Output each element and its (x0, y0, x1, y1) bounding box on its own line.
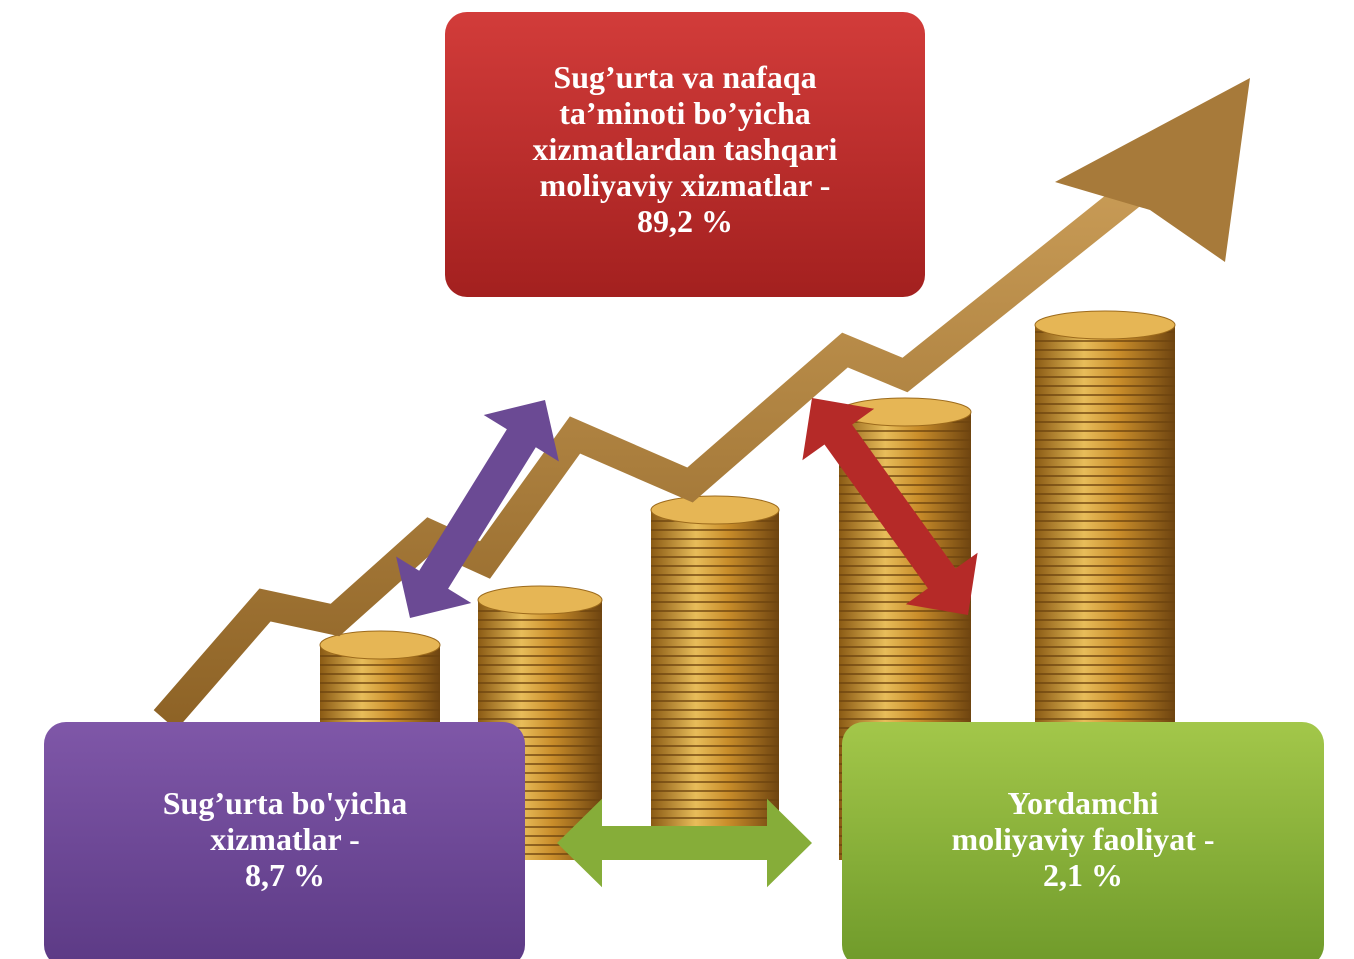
node-label: moliyaviy xizmatlar - (540, 167, 831, 203)
node-label: Yordamchi (1007, 785, 1158, 821)
coin-edges (651, 510, 779, 860)
coin-top (478, 586, 602, 614)
node-label: 2,1 % (1043, 857, 1123, 893)
coin-top (1035, 311, 1175, 339)
node-label: xizmatlardan tashqari (533, 131, 838, 167)
node-label: Sug’urta va nafaqa (553, 59, 816, 95)
coin-top (651, 496, 779, 524)
node-label: xizmatlar - (210, 821, 360, 857)
node-label: Sug’urta bo'yicha (163, 785, 407, 821)
node-label: ta’minoti bo’yicha (559, 95, 811, 131)
diagram: Sug’urta va nafaqata’minoti bo’yichaxizm… (0, 0, 1354, 959)
node-label: 8,7 % (245, 857, 325, 893)
node-label: moliyaviy faoliyat - (951, 821, 1214, 857)
node-label: 89,2 % (637, 203, 733, 239)
